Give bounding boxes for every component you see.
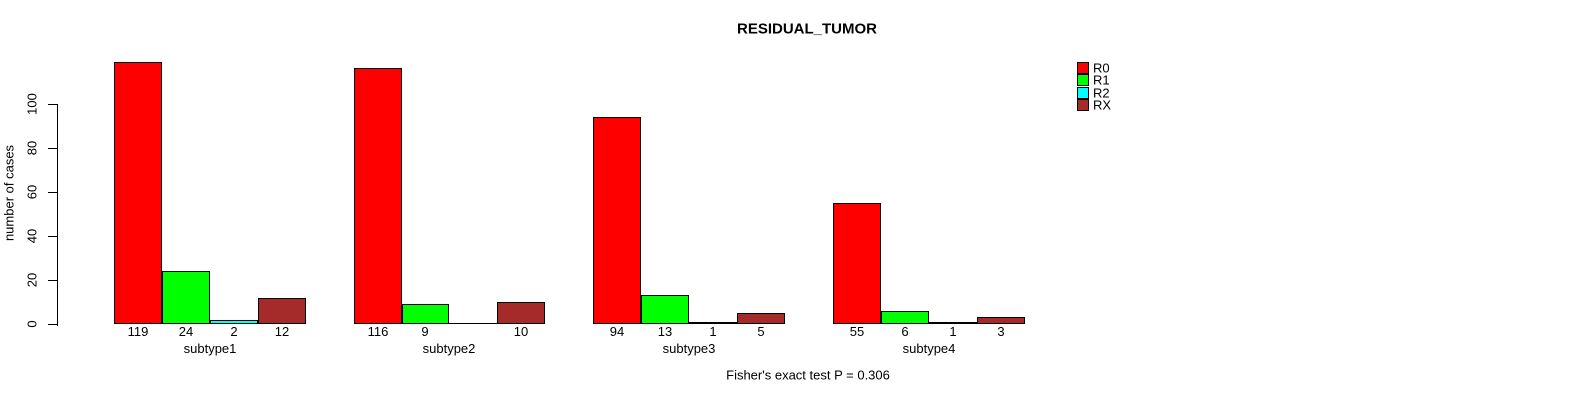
chart-title: RESIDUAL_TUMOR [736, 20, 878, 38]
category-label-subtype4: subtype4 [902, 341, 956, 356]
bar-r1-subtype3 [641, 295, 689, 324]
y-tick-label: 20 [24, 272, 40, 288]
bar-value-label: 10 [513, 324, 529, 339]
category-label-subtype2: subtype2 [422, 341, 476, 356]
bar-r0-subtype4 [833, 203, 881, 324]
fisher-test-caption: Fisher's exact test P = 0.306 [726, 367, 890, 383]
y-tick-mark [48, 236, 58, 237]
legend-label-r2: R2 [1093, 85, 1110, 101]
bar-value-label: 5 [757, 324, 765, 339]
category-label-subtype3: subtype3 [662, 341, 716, 356]
y-tick-mark [48, 148, 58, 149]
bar-value-label: 94 [609, 324, 625, 339]
bar-r2-subtype3 [689, 322, 737, 324]
y-tick-label: 100 [24, 93, 40, 115]
y-tick-label: 0 [24, 320, 40, 328]
bar-r0-subtype3 [593, 117, 641, 324]
bar-value-label: 2 [230, 324, 238, 339]
bar-rx-subtype4 [977, 317, 1025, 324]
legend-swatch-r0 [1077, 62, 1089, 74]
legend-swatch-r1 [1077, 74, 1089, 86]
bar-r1-subtype2 [402, 304, 449, 324]
category-label-subtype1: subtype1 [183, 341, 237, 356]
bar-r2-subtype4 [929, 322, 977, 324]
bar-r2-subtype1 [210, 320, 258, 324]
legend-swatch-rx [1077, 99, 1089, 111]
bar-value-label: 9 [421, 324, 429, 339]
y-tick-mark [48, 324, 58, 325]
bar-value-label: 119 [127, 324, 149, 339]
bar-rx-subtype2 [497, 302, 545, 324]
bar-r1-subtype1 [162, 271, 210, 324]
bar-r1-subtype4 [881, 311, 929, 324]
bar-value-label: 12 [274, 324, 290, 339]
bar-value-label: 3 [997, 324, 1005, 339]
y-axis-title: number of cases [1, 144, 17, 242]
legend-label-r1: R1 [1093, 72, 1110, 88]
bar-value-label: 55 [849, 324, 865, 339]
y-tick-label: 60 [24, 184, 40, 200]
bar-value-label: 6 [901, 324, 909, 339]
y-tick-label: 80 [24, 140, 40, 156]
bar-value-label: 24 [178, 324, 194, 339]
bar-rx-subtype1 [258, 298, 306, 324]
y-tick-mark [48, 192, 58, 193]
bar-value-label: 1 [949, 324, 957, 339]
y-tick-mark [48, 104, 58, 105]
y-tick-mark [48, 280, 58, 281]
bar-r0-subtype2 [354, 68, 402, 324]
bar-r2-subtype2-zero [449, 323, 497, 324]
bar-value-label: 116 [367, 324, 389, 339]
bar-rx-subtype3 [737, 313, 785, 324]
legend-swatch-r2 [1077, 87, 1089, 99]
legend-label-r0: R0 [1093, 60, 1110, 76]
y-tick-label: 40 [24, 228, 40, 244]
bar-value-label: 13 [657, 324, 673, 339]
y-axis-line [57, 104, 58, 326]
bar-value-label: 1 [709, 324, 717, 339]
legend-label-rx: RX [1093, 97, 1112, 113]
bar-r0-subtype1 [114, 62, 162, 324]
